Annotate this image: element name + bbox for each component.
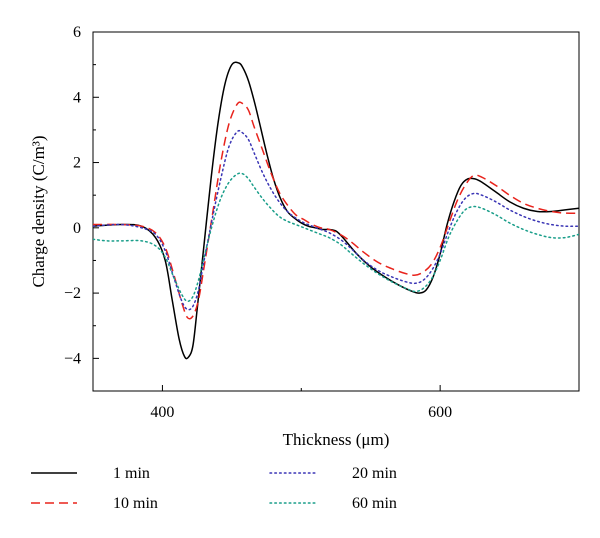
legend-label: 1 min xyxy=(113,465,150,482)
series-lines xyxy=(93,61,579,360)
series-line-2 xyxy=(93,101,579,320)
y-axis-label: Charge density (C/m³) xyxy=(29,135,48,287)
legend: 1 min 20 min 10 min 60 min xyxy=(31,465,397,512)
y-tick-label: 0 xyxy=(73,220,81,237)
x-axis-label: Thickness (μm) xyxy=(283,430,390,449)
y-tick-label: 4 xyxy=(73,89,81,106)
series-line-1 xyxy=(93,61,579,360)
y-tick-label: −2 xyxy=(64,285,81,302)
legend-label: 20 min xyxy=(352,465,397,482)
x-tick-label: 600 xyxy=(428,404,452,421)
series-line-4 xyxy=(93,172,579,303)
plot-frame xyxy=(92,31,580,392)
y-tick-label: 6 xyxy=(73,24,81,41)
axis-ticks: −4 −2 0 2 4 6 400 600 xyxy=(64,24,452,421)
plot-area: −4 −2 0 2 4 6 400 600 xyxy=(64,24,580,421)
legend-label: 60 min xyxy=(352,495,397,512)
legend-label: 10 min xyxy=(113,495,158,512)
y-tick-label: 2 xyxy=(73,155,81,172)
x-tick-label: 400 xyxy=(150,404,174,421)
series-line-3 xyxy=(93,129,579,311)
y-tick-label: −4 xyxy=(64,350,81,367)
